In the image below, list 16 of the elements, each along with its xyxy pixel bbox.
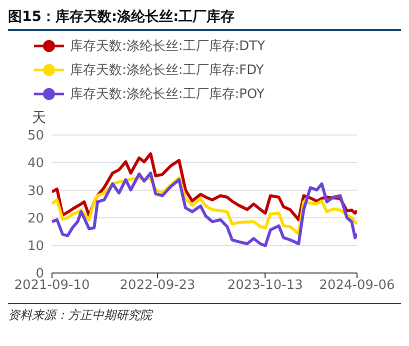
y-tick-label: 20 [27, 211, 44, 226]
x-tick-label: 2022-09-23 [120, 278, 196, 294]
legend-label: 库存天数:涤纶长丝:工厂库存:DTY [70, 38, 266, 55]
x-tick-label: 2021-09-10 [14, 278, 90, 294]
text: 资料来源：方正中期研究院 [8, 307, 154, 324]
x-tick-label: 2024-09-06 [319, 278, 395, 294]
x-tick-label: 2023-10-13 [227, 278, 303, 294]
y-tick-label: 30 [27, 184, 44, 199]
y-tick-label: 40 [27, 156, 44, 172]
line-series [52, 172, 357, 248]
y-tick-label: 10 [27, 239, 44, 254]
legend-label: 库存天数:涤纶长丝:工厂库存:POY [70, 86, 264, 103]
y-tick-label: 50 [27, 128, 44, 144]
y-axis-title: 天 [31, 109, 47, 127]
legend-label: 库存天数:涤纶长丝:工厂库存:FDY [70, 62, 264, 79]
chart-title: 图15：库存天数:涤纶长丝:工厂库存 [8, 8, 401, 31]
